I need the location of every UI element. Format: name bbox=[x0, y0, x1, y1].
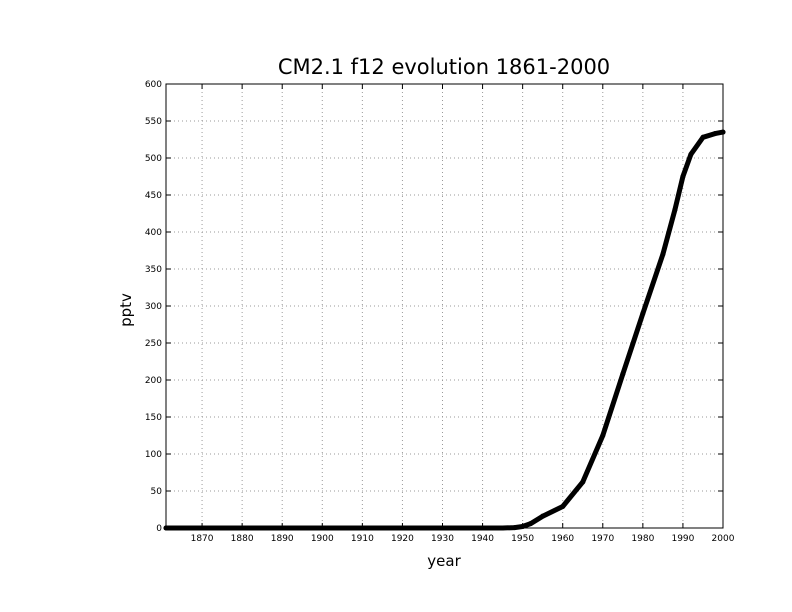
grid-lines bbox=[166, 84, 723, 528]
x-tick-label: 1940 bbox=[471, 534, 494, 544]
x-tick-label: 1900 bbox=[311, 534, 334, 544]
x-tick-label: 2000 bbox=[712, 534, 735, 544]
data-point bbox=[500, 525, 506, 531]
series-line bbox=[163, 129, 726, 531]
data-point bbox=[712, 131, 718, 137]
data-point bbox=[359, 525, 365, 531]
data-point bbox=[480, 525, 486, 531]
data-point bbox=[319, 525, 325, 531]
y-tick-label: 100 bbox=[145, 450, 162, 460]
data-point bbox=[640, 310, 646, 316]
data-point bbox=[672, 207, 678, 213]
y-tick-label: 600 bbox=[145, 80, 162, 90]
y-tick-label: 200 bbox=[145, 376, 162, 386]
y-tick-label: 0 bbox=[156, 524, 162, 534]
y-tick-label: 500 bbox=[145, 154, 162, 164]
x-tick-label: 1990 bbox=[671, 534, 694, 544]
data-point bbox=[439, 525, 445, 531]
y-tick-label: 400 bbox=[145, 228, 162, 238]
data-point bbox=[660, 251, 666, 257]
data-point bbox=[580, 479, 586, 485]
data-point bbox=[399, 525, 405, 531]
chart-title: CM2.1 f12 evolution 1861-2000 bbox=[278, 55, 610, 79]
y-tick-label: 350 bbox=[145, 265, 162, 275]
y-axis-label: pptv bbox=[117, 293, 135, 327]
data-point bbox=[279, 525, 285, 531]
y-tick-label: 50 bbox=[151, 487, 163, 497]
y-tick-label: 150 bbox=[145, 413, 162, 423]
y-tick-label: 250 bbox=[145, 339, 162, 349]
series-layer bbox=[163, 129, 726, 531]
x-tick-label: 1970 bbox=[591, 534, 614, 544]
data-point bbox=[528, 521, 534, 527]
x-tick-label: 1920 bbox=[391, 534, 414, 544]
data-point bbox=[199, 525, 205, 531]
x-tick-label: 1950 bbox=[511, 534, 534, 544]
data-point bbox=[688, 151, 694, 157]
x-tick-label: 1910 bbox=[351, 534, 374, 544]
y-tick-label: 450 bbox=[145, 191, 162, 201]
data-point bbox=[512, 525, 518, 531]
data-point bbox=[540, 513, 546, 519]
plot-frame bbox=[165, 83, 724, 529]
data-point bbox=[520, 524, 526, 530]
data-point bbox=[600, 433, 606, 438]
data-point bbox=[620, 371, 626, 377]
data-point bbox=[239, 525, 245, 531]
x-tick-label: 1870 bbox=[191, 534, 214, 544]
data-point bbox=[163, 525, 169, 531]
y-tick-label: 300 bbox=[145, 302, 162, 312]
x-tick-label: 1980 bbox=[631, 534, 654, 544]
data-point bbox=[560, 504, 566, 510]
x-tick-label: 1880 bbox=[231, 534, 254, 544]
data-point bbox=[700, 134, 706, 140]
x-tick-label: 1930 bbox=[431, 534, 454, 544]
x-axis: 1870 1880 1890 1900 1910 1920 1930 1940 1950 1960… bbox=[191, 84, 735, 544]
x-tick-label: 1960 bbox=[551, 534, 574, 544]
data-point bbox=[680, 174, 686, 179]
y-tick-label: 550 bbox=[145, 117, 162, 127]
x-tick-label: 1890 bbox=[271, 534, 294, 544]
y-axis: 0 50 100 150 200 250 300 350 400 450 500 550 600 bbox=[145, 80, 723, 534]
x-axis-label: year bbox=[427, 552, 461, 570]
data-point bbox=[720, 129, 726, 135]
